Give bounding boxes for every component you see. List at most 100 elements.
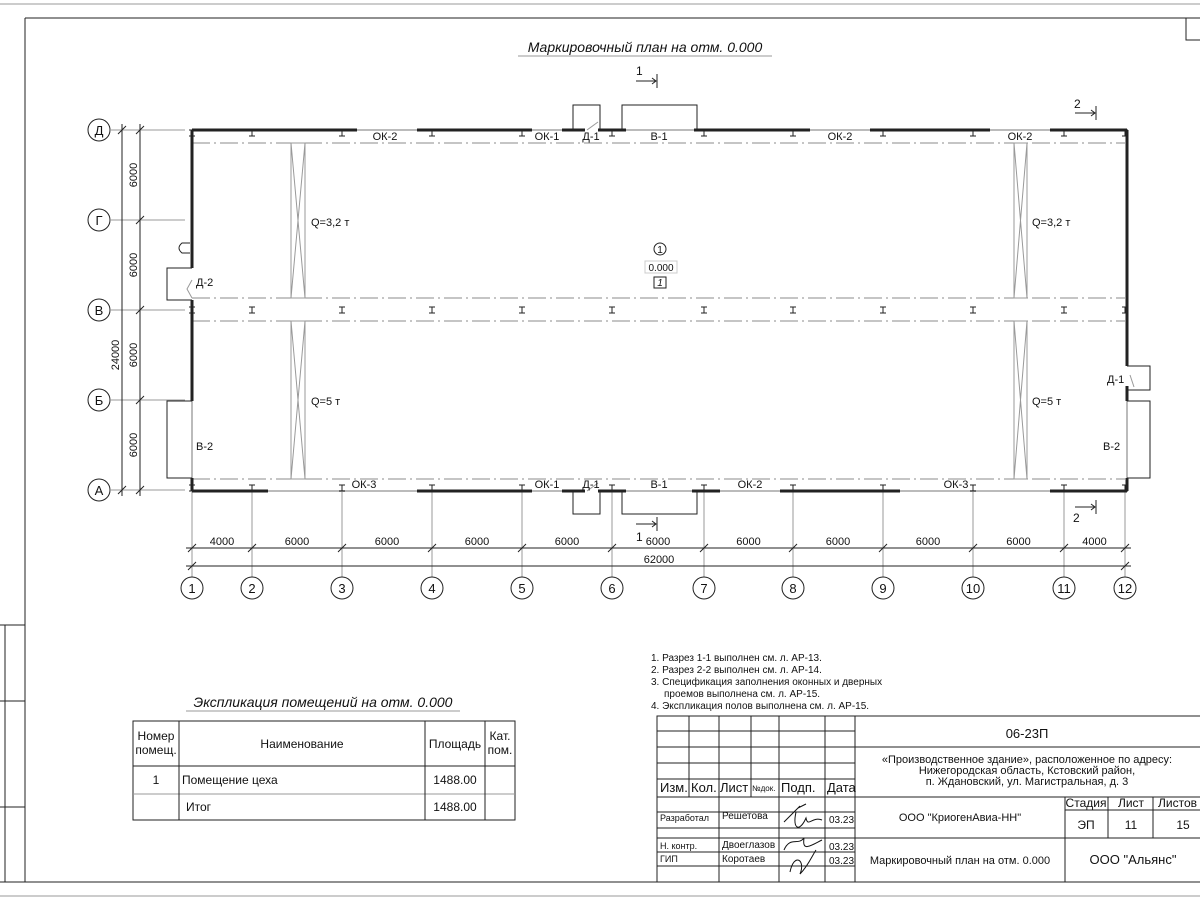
column-marker [189, 484, 195, 492]
general-notes: 1. Разрез 1-1 выполнен см. л. АР-13. 2. … [651, 653, 882, 712]
room-marker: 1 0.000 1 [644, 242, 678, 289]
svg-text:2: 2 [1074, 97, 1081, 111]
axis-label: 9 [879, 581, 886, 596]
column-marker [790, 484, 796, 492]
drawing-title: Маркировочный план на отм. 0.000 [528, 39, 763, 55]
axis-label: В [95, 303, 104, 318]
axis-bubble [781, 576, 805, 600]
table-row: 1 Помещение цеха 1488.00 [153, 773, 477, 787]
column-marker [609, 129, 615, 137]
column-marker [429, 129, 435, 137]
svg-text:03.23: 03.23 [829, 815, 854, 826]
svg-text:1: 1 [153, 773, 160, 787]
dimension-label: 6000 [285, 536, 309, 548]
column-marker [429, 484, 435, 492]
column-marker [189, 129, 195, 137]
room-number: 1 [657, 245, 663, 256]
svg-text:Наименование: Наименование [260, 737, 344, 751]
section-mark-2-top: 2 [1074, 97, 1097, 120]
note: 3. Спецификация заполнения оконных и две… [651, 676, 882, 688]
axis-label: 6 [608, 581, 615, 596]
svg-text:Подп.: Подп. [781, 780, 816, 795]
column-marker [970, 484, 976, 492]
dimension-label: 6000 [128, 253, 140, 277]
axis-label: 7 [700, 581, 707, 596]
organization-name: ООО "Альянс" [1090, 852, 1177, 867]
section-mark-1-top: 1 [636, 64, 658, 88]
explication-table: Экспликация помещений на отм. 0.000 Номе… [132, 694, 516, 821]
opening-label: Д-1 [582, 479, 599, 491]
svg-text:Помещение цеха: Помещение цеха [182, 773, 278, 787]
svg-text:2: 2 [1073, 511, 1080, 525]
svg-text:Коротаев: Коротаев [722, 854, 765, 865]
svg-text:Листов: Листов [1158, 796, 1197, 810]
column-marker [519, 306, 525, 314]
dimension-label: 6000 [826, 536, 850, 548]
column-marker [429, 306, 435, 314]
axis-bubble [330, 576, 354, 600]
column-marker [1061, 484, 1067, 492]
room-elevation: 0.000 [648, 263, 673, 274]
column-marker [1061, 306, 1067, 314]
column-marker [1122, 484, 1128, 492]
note: проемов выполнена см. л. АР-15. [664, 689, 820, 700]
axis-label: 11 [1057, 581, 1071, 596]
axis-bubble [692, 576, 716, 600]
openings-outlines [166, 104, 1151, 515]
axis-label: Д [95, 123, 104, 138]
opening-label: ОК-2 [373, 131, 398, 143]
axis-bubble [180, 576, 204, 600]
dimension-label: 6000 [646, 536, 670, 548]
column-marker [880, 129, 886, 137]
svg-text:помещ.: помещ. [135, 743, 176, 757]
column-marker [701, 484, 707, 492]
opening-label: Д-1 [1107, 374, 1124, 386]
dimension-label: 4000 [210, 536, 234, 548]
opening-label: В-2 [1103, 441, 1120, 453]
crane-beams [290, 142, 1028, 480]
dimension-label: 6000 [128, 343, 140, 367]
axis-bubble [240, 576, 264, 600]
column-marker [249, 129, 255, 137]
svg-text:Кат.: Кат. [490, 729, 511, 743]
crane-label: Q=3,2 т [1032, 217, 1070, 229]
svg-text:1488.00: 1488.00 [433, 773, 477, 787]
axis-label: 4 [428, 581, 435, 596]
axis-bubble [420, 576, 444, 600]
crane-beam-left-top [290, 142, 306, 299]
building-walls [189, 128, 1129, 493]
address-line: Нижегородская область, Кстовский район, [919, 765, 1135, 777]
room-floor-type: 1 [657, 278, 663, 289]
dimension-label: 6000 [736, 536, 760, 548]
opening-label: ОК-1 [535, 479, 560, 491]
section-mark-1-bottom: 1 [636, 517, 658, 544]
opening-label: ОК-3 [944, 479, 969, 491]
svg-text:03.23: 03.23 [829, 842, 854, 853]
svg-text:Н. контр.: Н. контр. [660, 841, 697, 851]
axis-label: 8 [789, 581, 796, 596]
crane-label: Q=5 т [311, 396, 340, 408]
opening-label: В-1 [650, 131, 667, 143]
axis-bubble [871, 576, 895, 600]
sheet-value: 11 [1125, 818, 1138, 832]
column-marker [609, 484, 615, 492]
column-marker [249, 484, 255, 492]
signature-image [783, 837, 823, 875]
title-block: 06-23П «Производственное здание», распол… [656, 715, 1200, 883]
svg-text:Изм.: Изм. [660, 780, 688, 795]
svg-text:1488.00: 1488.00 [433, 800, 477, 814]
axis-label: 3 [338, 581, 345, 596]
note: 4. Экспликация полов выполнена см. л. АР… [651, 701, 869, 712]
svg-text:ГИП: ГИП [660, 854, 678, 864]
svg-text:Кол.: Кол. [691, 780, 717, 795]
column-marker [1061, 129, 1067, 137]
svg-text:Номер: Номер [138, 729, 175, 743]
column-marker [880, 306, 886, 314]
customer-name: ООО "КриогенАвиа-НН" [899, 812, 1021, 824]
dimension-tick [117, 125, 127, 135]
axis-label: 5 [518, 581, 525, 596]
crane-label: Q=3,2 т [311, 217, 349, 229]
column-marker [519, 484, 525, 492]
project-code: 06-23П [1006, 726, 1049, 741]
column-marker [609, 306, 615, 314]
